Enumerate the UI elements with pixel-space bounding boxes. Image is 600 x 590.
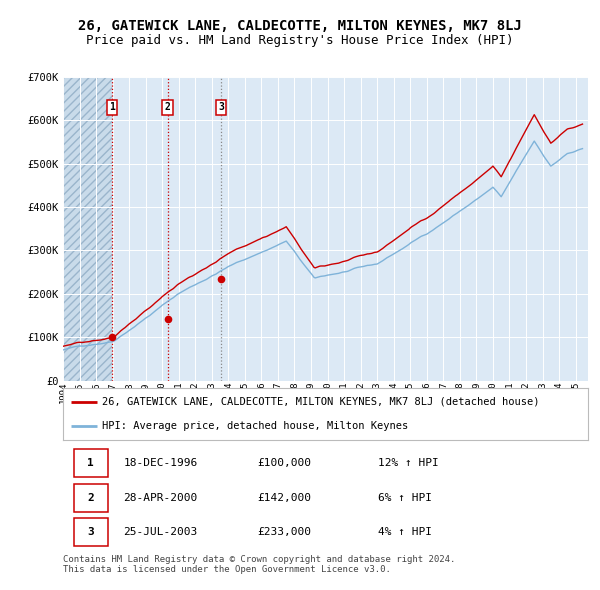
Text: 26, GATEWICK LANE, CALDECOTTE, MILTON KEYNES, MK7 8LJ: 26, GATEWICK LANE, CALDECOTTE, MILTON KE… bbox=[78, 19, 522, 33]
Text: HPI: Average price, detached house, Milton Keynes: HPI: Average price, detached house, Milt… bbox=[103, 421, 409, 431]
FancyBboxPatch shape bbox=[74, 449, 107, 477]
Text: 4% ↑ HPI: 4% ↑ HPI bbox=[378, 527, 432, 537]
Text: 26, GATEWICK LANE, CALDECOTTE, MILTON KEYNES, MK7 8LJ (detached house): 26, GATEWICK LANE, CALDECOTTE, MILTON KE… bbox=[103, 396, 540, 407]
Text: 2: 2 bbox=[164, 102, 170, 112]
Text: Contains HM Land Registry data © Crown copyright and database right 2024.
This d: Contains HM Land Registry data © Crown c… bbox=[63, 555, 455, 574]
Text: 18-DEC-1996: 18-DEC-1996 bbox=[124, 458, 197, 468]
Text: Price paid vs. HM Land Registry's House Price Index (HPI): Price paid vs. HM Land Registry's House … bbox=[86, 34, 514, 47]
Text: 3: 3 bbox=[87, 527, 94, 537]
Text: 12% ↑ HPI: 12% ↑ HPI bbox=[378, 458, 439, 468]
Text: 1: 1 bbox=[87, 458, 94, 468]
Text: £142,000: £142,000 bbox=[257, 493, 311, 503]
Text: 3: 3 bbox=[218, 102, 224, 112]
Text: £233,000: £233,000 bbox=[257, 527, 311, 537]
Text: 2: 2 bbox=[87, 493, 94, 503]
FancyBboxPatch shape bbox=[74, 518, 107, 546]
Text: 1: 1 bbox=[109, 102, 115, 112]
Text: 28-APR-2000: 28-APR-2000 bbox=[124, 493, 197, 503]
Bar bbox=[63, 77, 112, 381]
Text: 25-JUL-2003: 25-JUL-2003 bbox=[124, 527, 197, 537]
Text: £100,000: £100,000 bbox=[257, 458, 311, 468]
Text: 6% ↑ HPI: 6% ↑ HPI bbox=[378, 493, 432, 503]
FancyBboxPatch shape bbox=[74, 484, 107, 512]
Bar bbox=[63, 77, 112, 381]
